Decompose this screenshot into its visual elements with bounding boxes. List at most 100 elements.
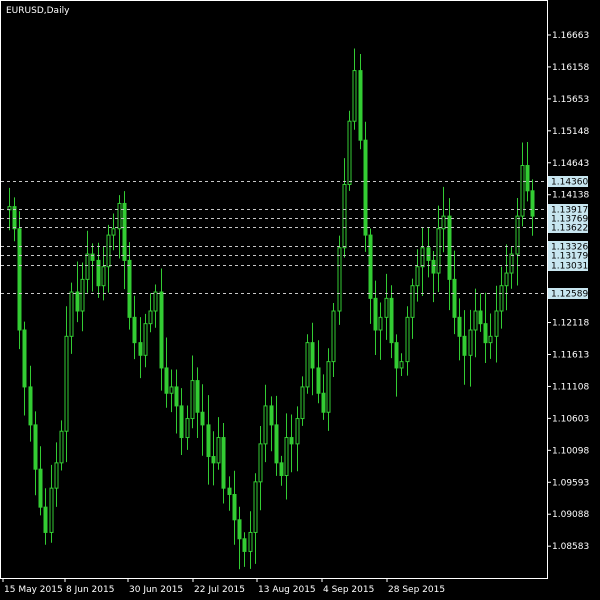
candle-body xyxy=(169,386,174,394)
candle xyxy=(59,420,64,471)
price-tick-label: 1.11613 xyxy=(552,350,589,360)
level-label-bg xyxy=(548,288,588,299)
candle-body xyxy=(337,247,342,312)
candle xyxy=(284,413,289,500)
candle-body xyxy=(426,247,431,261)
candle-body xyxy=(321,392,326,413)
candle-body xyxy=(378,316,383,331)
candle-body xyxy=(300,386,305,420)
time-tick-label: 8 Jun 2015 xyxy=(66,585,114,595)
candle xyxy=(138,317,143,379)
candle-body xyxy=(488,335,493,344)
candle-body xyxy=(127,259,132,318)
candle xyxy=(436,205,441,293)
candle-body xyxy=(478,310,483,325)
candle xyxy=(358,54,363,150)
candle-body xyxy=(138,342,143,356)
candle-body xyxy=(206,424,211,458)
candle xyxy=(415,249,420,302)
candle-body xyxy=(284,437,289,477)
candle-body xyxy=(363,139,368,236)
candle xyxy=(69,282,74,354)
candle-body xyxy=(211,456,216,464)
candle-body xyxy=(117,202,122,230)
level-label-bg xyxy=(548,204,588,215)
candle xyxy=(441,186,446,253)
candle xyxy=(12,197,17,242)
candle-body xyxy=(49,487,54,533)
candle-body xyxy=(431,259,436,274)
candle xyxy=(520,142,525,227)
candle xyxy=(242,532,247,567)
time-axis[interactable]: 15 May 2015 8 Jun 2015 30 Jun 2015 22 Jul 2… xyxy=(2,578,445,595)
price-tick-label: 1.11108 xyxy=(552,382,589,392)
candle-body xyxy=(289,437,294,445)
candle-body xyxy=(352,70,357,122)
candle-body xyxy=(242,538,247,552)
candle xyxy=(431,251,436,303)
candle xyxy=(488,313,493,359)
candle-body xyxy=(525,164,530,192)
candle xyxy=(206,395,211,485)
candle xyxy=(263,384,268,463)
candle-body xyxy=(253,481,258,533)
candle xyxy=(509,246,514,289)
candle-body xyxy=(28,386,33,426)
candle-body xyxy=(373,297,378,331)
candle xyxy=(117,195,122,259)
candle xyxy=(143,313,148,368)
candle xyxy=(96,242,101,298)
price-axis[interactable]: 1.16663 1.16158 1.15653 1.15148 1.14643 1.141… xyxy=(547,31,589,552)
candle xyxy=(211,431,216,486)
candle-body xyxy=(515,215,520,255)
candle xyxy=(478,293,483,332)
candle-body xyxy=(509,253,514,274)
candle-body xyxy=(468,329,473,356)
candle xyxy=(426,228,431,278)
candle-body xyxy=(38,468,43,508)
candle xyxy=(221,423,226,504)
price-tick-label: 1.15148 xyxy=(552,127,589,137)
candle-body xyxy=(436,228,441,274)
candle-body xyxy=(221,437,226,489)
candle-body xyxy=(185,418,190,439)
candle-body xyxy=(394,342,399,369)
candle-body xyxy=(85,253,90,280)
symbol-label: EURUSD,Daily xyxy=(6,6,70,16)
candle xyxy=(530,179,535,236)
candle-body xyxy=(305,342,310,388)
candle-body xyxy=(530,190,535,217)
candle xyxy=(122,191,127,290)
candle xyxy=(237,506,242,570)
level-label: 1.12589 xyxy=(551,290,588,300)
candle-body xyxy=(22,329,27,388)
price-tick-label: 1.14643 xyxy=(552,159,589,169)
candle xyxy=(185,405,190,450)
candle xyxy=(399,353,404,377)
candle-body xyxy=(274,424,279,464)
candle-body xyxy=(101,266,106,287)
candle-body xyxy=(358,70,363,141)
level-label: 1.13326 xyxy=(551,243,588,253)
candle-body xyxy=(405,316,410,363)
candle-body xyxy=(331,310,336,363)
candle-body xyxy=(310,342,315,369)
candle-body xyxy=(54,462,59,489)
candle xyxy=(258,425,263,511)
candle xyxy=(352,48,357,130)
candle xyxy=(169,369,174,413)
candle xyxy=(90,243,95,292)
candle-body xyxy=(399,361,404,369)
candle xyxy=(321,374,326,420)
candle-body xyxy=(90,253,95,261)
candle xyxy=(200,384,205,456)
candle xyxy=(504,244,509,311)
candle xyxy=(248,511,253,569)
candle-body xyxy=(347,120,352,185)
price-tick-label: 1.09088 xyxy=(552,510,589,520)
candle-body xyxy=(64,335,69,432)
candle-body xyxy=(499,285,504,312)
candle xyxy=(54,442,59,507)
